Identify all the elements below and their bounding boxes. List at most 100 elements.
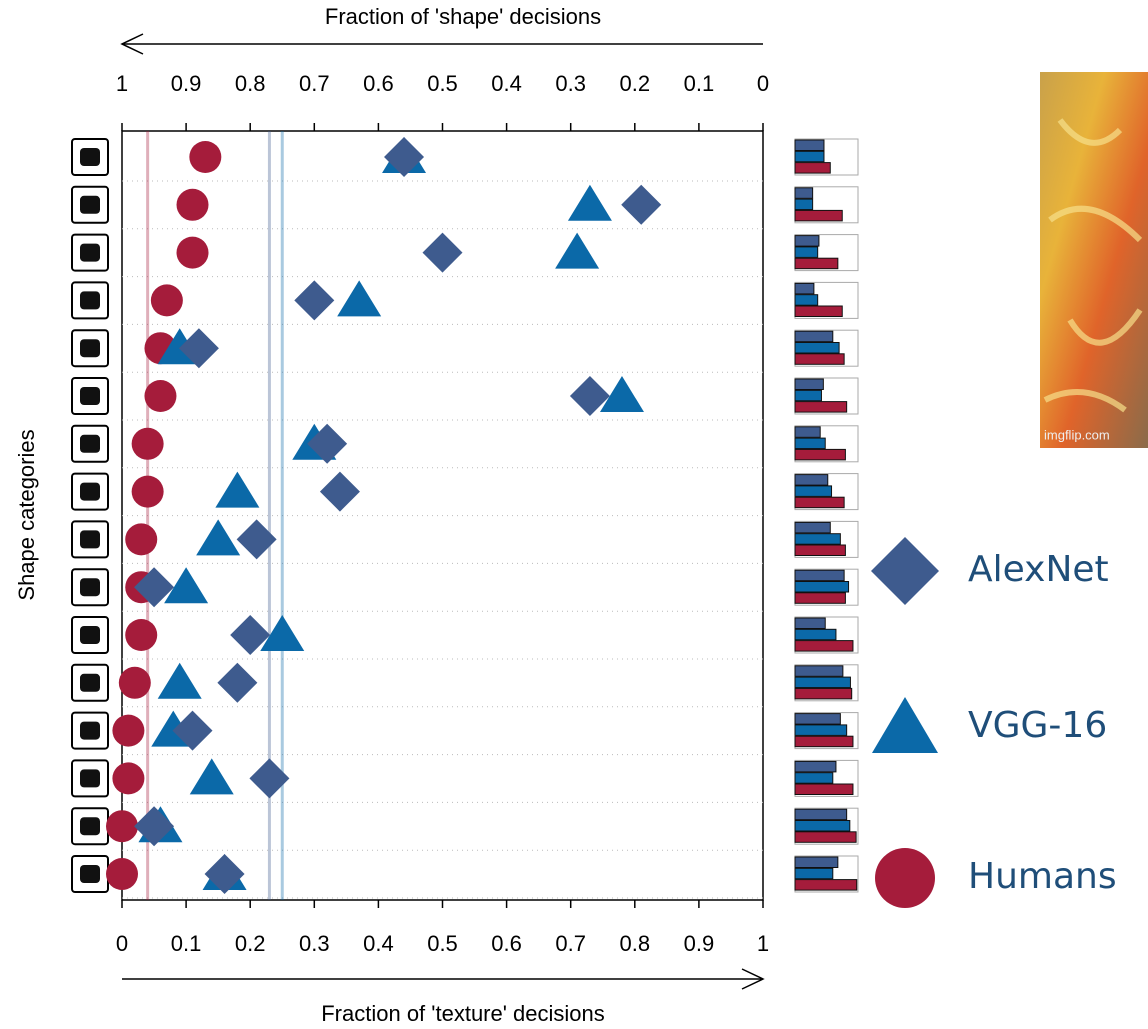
accuracy-bar — [795, 331, 833, 342]
legend-marker — [875, 848, 935, 908]
x2-tick-label: 0.8 — [235, 71, 266, 96]
triangle-marker — [158, 663, 202, 699]
x-tick-label: 0.2 — [235, 931, 266, 956]
diamond-marker — [320, 472, 360, 512]
icon-glyph — [80, 291, 100, 309]
chart: imgflip.com Fraction of 'shape' decision… — [0, 0, 1148, 1029]
x2-tick-label: 0.1 — [684, 71, 715, 96]
legend-label: AlexNet — [968, 549, 1109, 590]
accuracy-bar — [795, 354, 844, 365]
triangle-marker — [190, 758, 234, 794]
accuracy-bar — [795, 545, 845, 556]
triangle-marker — [196, 519, 240, 555]
accuracy-bar — [795, 283, 814, 294]
x2-tick-label: 0.2 — [620, 71, 651, 96]
triangle-marker — [568, 185, 612, 221]
legend-label: Humans — [968, 856, 1117, 897]
x-tick-label: 0.6 — [491, 931, 522, 956]
y-axis-title: Shape categories — [14, 429, 39, 600]
accuracy-bar — [795, 629, 836, 640]
circle-marker — [144, 380, 176, 412]
icon-glyph — [80, 578, 100, 596]
x-tick-label: 0 — [116, 931, 128, 956]
accuracy-bar — [795, 390, 821, 401]
accuracy-bar — [795, 582, 849, 593]
accuracy-bar — [795, 402, 847, 413]
legend-marker — [871, 537, 939, 605]
accuracy-bar — [795, 688, 852, 699]
circle-marker — [189, 141, 221, 173]
accuracy-bar — [795, 570, 844, 581]
x2-tick-label: 0 — [757, 71, 769, 96]
accuracy-bar — [795, 379, 823, 390]
accuracy-bar — [795, 714, 840, 725]
accuracy-bar — [795, 295, 818, 306]
accuracy-bar — [795, 497, 844, 508]
x-tick-label: 0.9 — [684, 931, 715, 956]
accuracy-bar — [795, 236, 819, 247]
accuracy-bar — [795, 857, 838, 868]
top-axis-title: Fraction of 'shape' decisions — [325, 4, 601, 29]
accuracy-bar — [795, 522, 830, 533]
icon-glyph — [80, 865, 100, 883]
x-tick-label: 0.4 — [363, 931, 394, 956]
circle-marker — [106, 858, 138, 890]
x-tick-label: 0.3 — [299, 931, 330, 956]
diamond-marker — [217, 663, 257, 703]
accuracy-bar — [795, 449, 845, 460]
circle-marker — [106, 810, 138, 842]
icon-glyph — [80, 483, 100, 501]
triangle-marker — [337, 280, 381, 316]
accuracy-bar — [795, 880, 857, 891]
accuracy-bar — [795, 821, 850, 832]
accuracy-bar — [795, 247, 818, 258]
accuracy-bar — [795, 773, 833, 784]
circle-marker — [125, 523, 157, 555]
x-tick-label: 0.8 — [620, 931, 651, 956]
icon-glyph — [80, 435, 100, 453]
icon-glyph — [80, 148, 100, 166]
accuracy-bar — [795, 438, 825, 449]
x-tick-label: 0.1 — [171, 931, 202, 956]
watermark: imgflip.com — [1044, 427, 1110, 442]
icon-glyph — [80, 626, 100, 644]
circle-marker — [125, 619, 157, 651]
icon-glyph — [80, 339, 100, 357]
accuracy-bar — [795, 832, 856, 843]
accuracy-bar — [795, 677, 850, 688]
x-axis-title: Fraction of 'texture' decisions — [321, 1001, 605, 1026]
accuracy-bar — [795, 258, 838, 269]
x2-tick-label: 0.9 — [171, 71, 202, 96]
accuracy-bar — [795, 306, 842, 317]
accuracy-bar — [795, 163, 830, 174]
accuracy-bar — [795, 343, 839, 354]
accuracy-bar — [795, 475, 828, 486]
x-tick-label: 1 — [757, 931, 769, 956]
icon-glyph — [80, 196, 100, 214]
inset-image: imgflip.com — [1040, 72, 1148, 448]
accuracy-bar — [795, 486, 832, 497]
accuracy-bar — [795, 736, 853, 747]
circle-marker — [112, 762, 144, 794]
accuracy-bar — [795, 199, 813, 210]
accuracy-bar — [795, 868, 833, 879]
circle-marker — [112, 715, 144, 747]
diamond-marker — [621, 185, 661, 225]
x-tick-label: 0.7 — [555, 931, 586, 956]
circle-marker — [119, 667, 151, 699]
circle-marker — [151, 284, 183, 316]
diamond-marker — [423, 233, 463, 273]
accuracy-bar — [795, 534, 840, 545]
x2-tick-label: 0.3 — [555, 71, 586, 96]
x2-tick-label: 1 — [116, 71, 128, 96]
accuracy-bar — [795, 761, 836, 772]
accuracy-bar — [795, 140, 824, 151]
icon-glyph — [80, 387, 100, 405]
diamond-marker — [294, 280, 334, 320]
triangle-marker — [215, 472, 259, 508]
circle-marker — [177, 237, 209, 269]
circle-marker — [177, 189, 209, 221]
accuracy-bar — [795, 725, 847, 736]
x2-tick-label: 0.4 — [491, 71, 522, 96]
accuracy-bar — [795, 151, 824, 162]
